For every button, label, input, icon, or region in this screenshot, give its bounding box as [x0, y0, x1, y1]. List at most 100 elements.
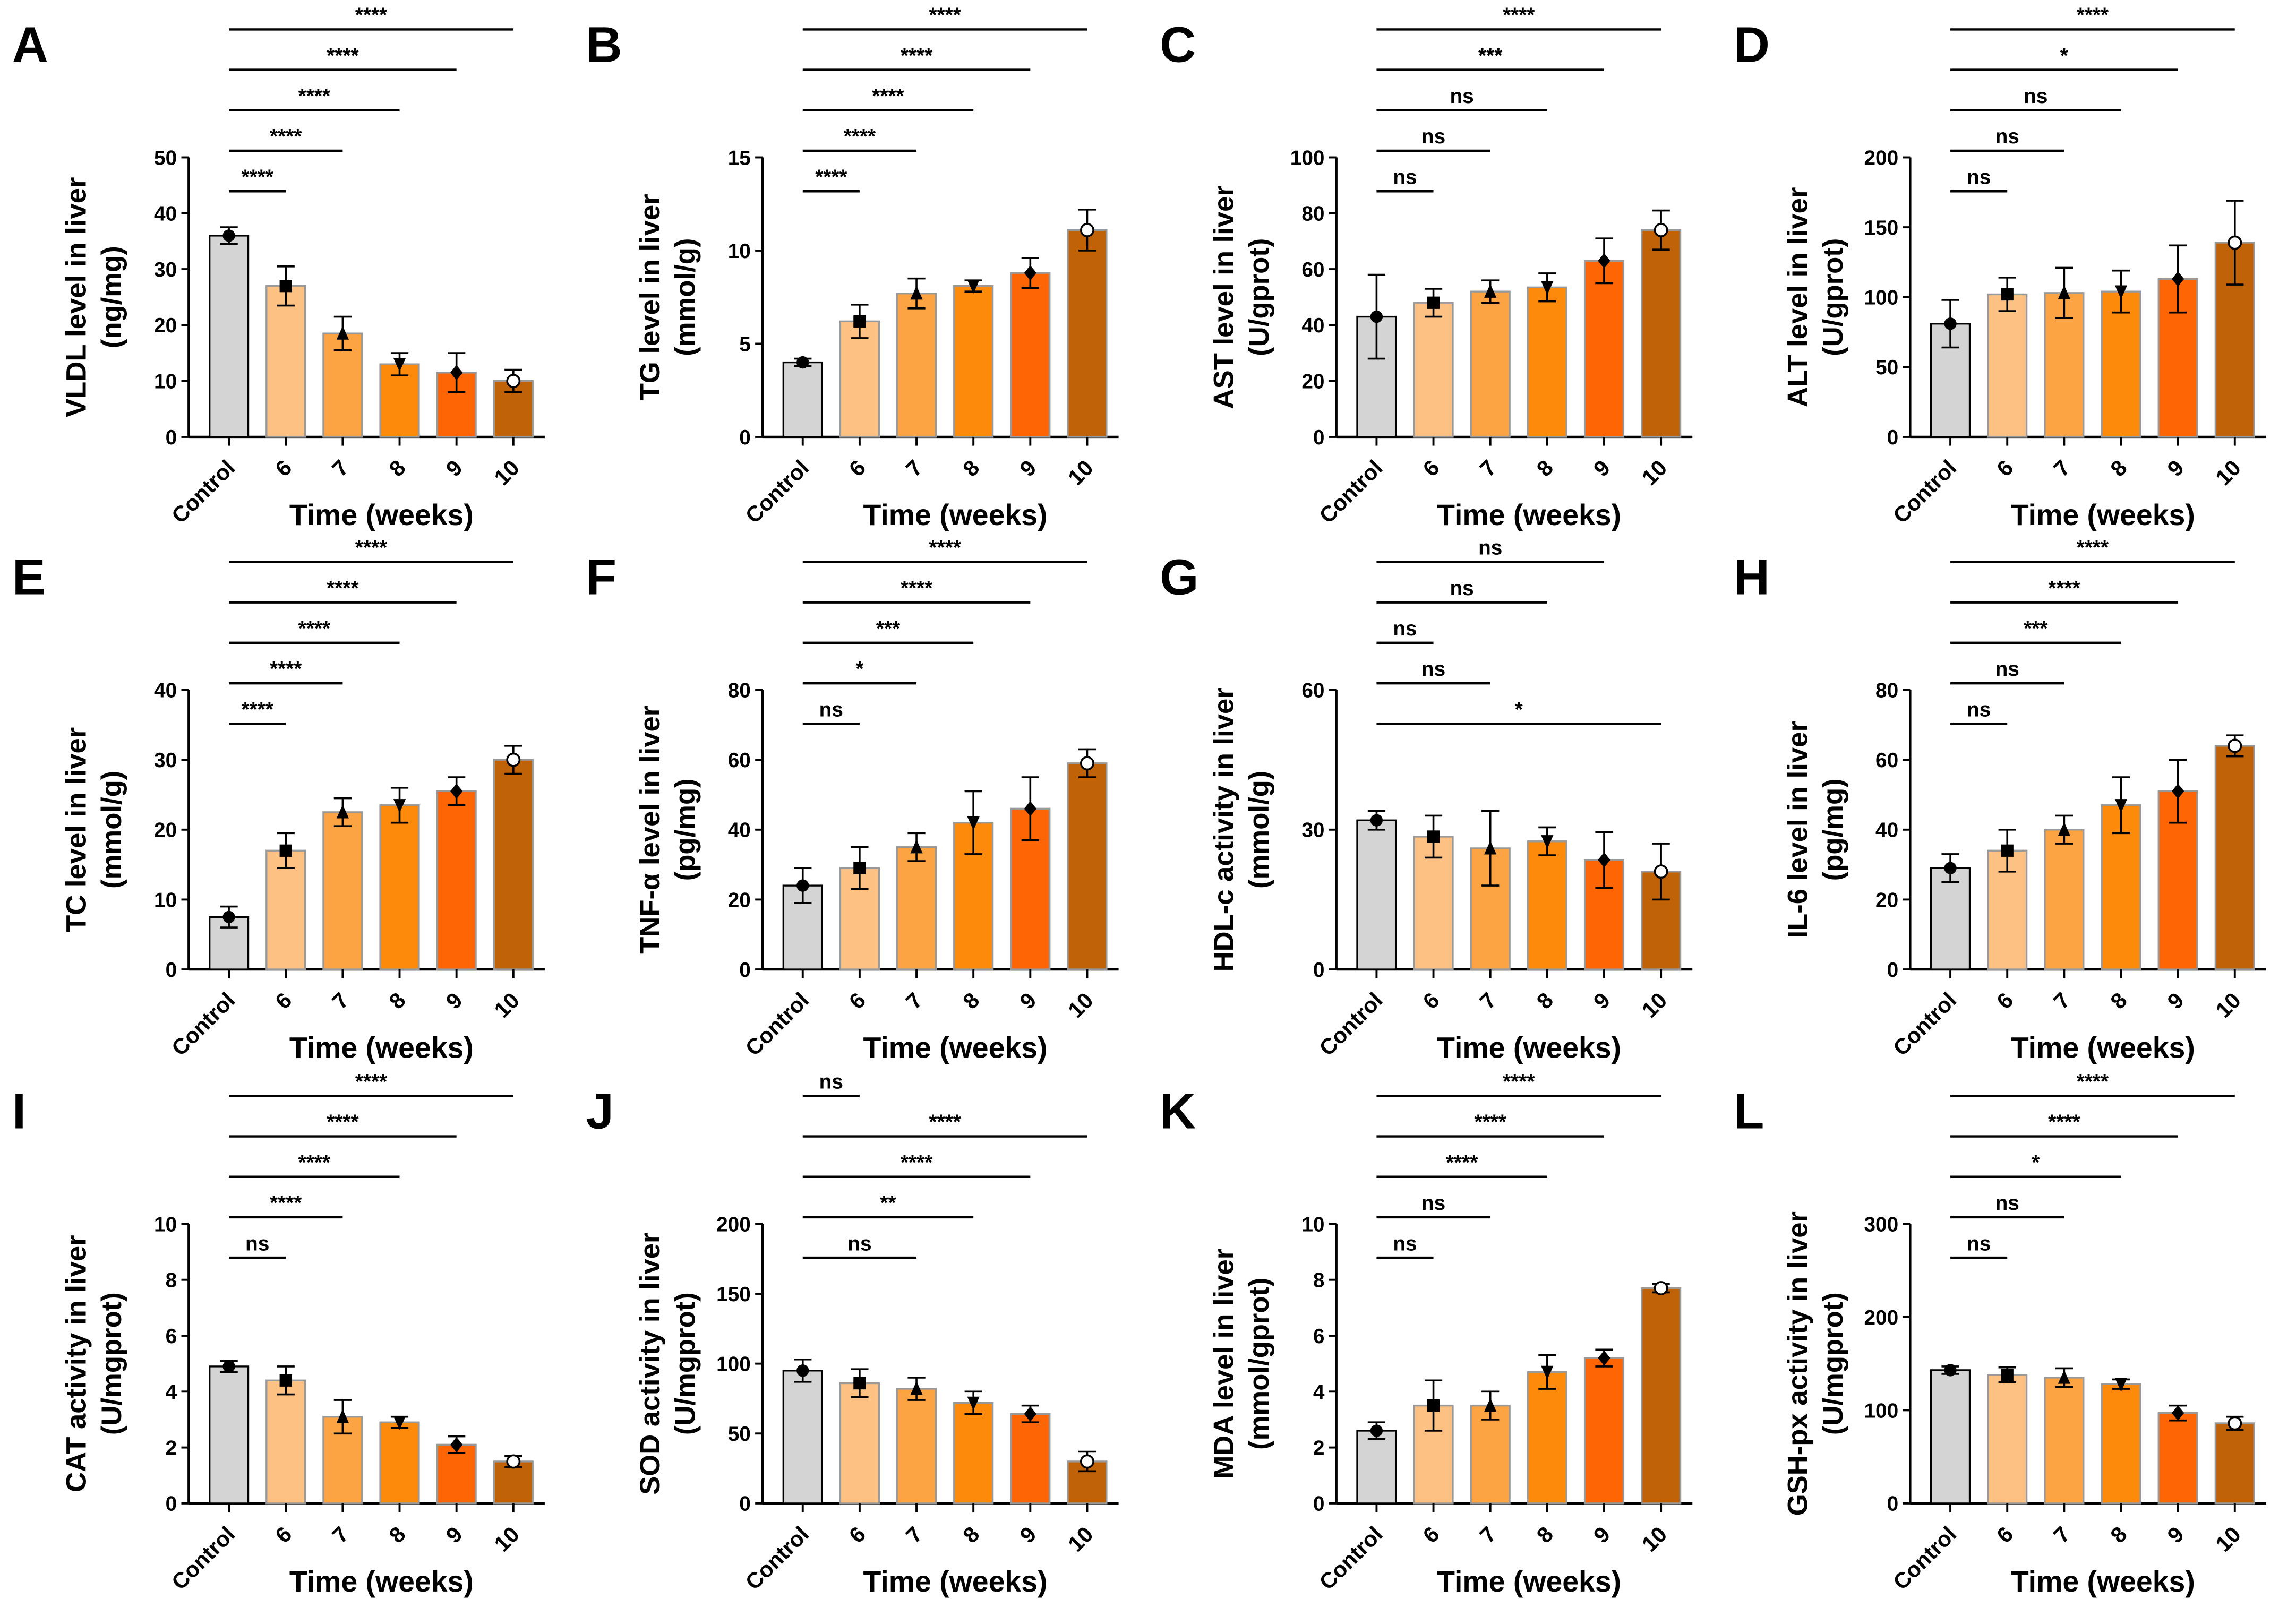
significance-label: **** [929, 1111, 961, 1134]
significance-label: ns [1450, 85, 1473, 108]
mean-marker [2228, 738, 2242, 753]
panel-f: F TNF-α level in liver (pg/mg) 0 20 40 60 80 Con… [586, 537, 1119, 1064]
panel-letter: G [1160, 549, 1198, 605]
y-axis-label-line1: IL-6 level in liver [1782, 721, 1813, 939]
x-tick-label: 7 [1475, 1521, 1501, 1548]
x-tick-label: 6 [1992, 1521, 2018, 1548]
y-tick-label: 6 [166, 1325, 177, 1348]
significance-label: **** [2077, 4, 2109, 27]
x-tick-label: 7 [2049, 455, 2075, 482]
bar-10 [1067, 762, 1108, 970]
mean-marker [853, 862, 866, 874]
y-tick-label: 20 [1301, 371, 1324, 393]
y-tick-label: 20 [154, 314, 177, 337]
mean-marker [1080, 222, 1094, 237]
y-axis-label-line2: (U/gprot) [1818, 238, 1849, 356]
y-axis-label: SOD activity in liver (U/mgprot) [635, 1233, 701, 1495]
y-tick-label: 100 [1864, 287, 1898, 310]
y-tick-label: 0 [739, 959, 751, 982]
mean-marker [910, 839, 923, 854]
significance-label: **** [815, 166, 847, 188]
x-tick-label: 9 [1589, 455, 1615, 482]
x-tick-label: 7 [901, 455, 928, 482]
y-axis-label: TG level in liver (mmol/g) [635, 194, 701, 400]
x-tick-label: 10 [489, 987, 524, 1022]
bar-control [1930, 867, 1971, 970]
y-axis-label-line1: ALT level in liver [1782, 187, 1813, 407]
y-tick-label: 6 [1313, 1325, 1325, 1348]
significance-label: ns [1393, 1232, 1417, 1255]
mean-marker [910, 1381, 923, 1395]
mean-marker [1080, 756, 1094, 771]
mean-marker [1944, 1364, 1957, 1377]
significance-label: **** [327, 577, 359, 600]
bar-6 [839, 1382, 880, 1505]
y-tick-label: 0 [1313, 959, 1325, 982]
mean-marker [1654, 222, 1668, 237]
mean-marker [506, 1454, 521, 1469]
y-tick-label: 30 [1301, 819, 1324, 842]
mean-marker [796, 1364, 809, 1377]
panel-letter: K [1160, 1083, 1196, 1139]
bar-8 [379, 804, 420, 970]
y-axis-label-line2: (pg/mg) [670, 778, 701, 881]
mean-marker [336, 1409, 349, 1423]
y-tick-label: 150 [716, 1283, 751, 1306]
y-tick-label: 8 [1313, 1269, 1325, 1292]
x-tick-label: 8 [2105, 455, 2132, 482]
y-axis-label-line1: HDL-c activity in liver [1209, 687, 1240, 972]
y-tick-label: 200 [716, 1213, 751, 1236]
mean-marker [2058, 285, 2071, 299]
mean-marker [2172, 1405, 2184, 1421]
panel-j: J SOD activity in liver (U/mgprot) 0 50 100 15… [586, 1070, 1119, 1598]
x-tick-label: Control [740, 987, 813, 1061]
significance-label: ns [1967, 166, 1991, 188]
mean-marker [910, 286, 923, 300]
mean-marker [336, 804, 349, 819]
panel-k: K MDA level in liver (mmol/gprot) 0 2 4 6 8 10 Co… [1160, 1070, 1693, 1598]
x-tick-label: 8 [384, 455, 410, 482]
x-tick-label: 9 [2162, 1521, 2189, 1548]
panel-e: E TC level in liver (mmol/g) 0 10 20 30 40 Contr… [12, 537, 545, 1064]
y-axis-label-line1: CAT activity in liver [61, 1235, 92, 1492]
x-tick-label: 10 [489, 1521, 524, 1557]
significance-label: **** [270, 1192, 302, 1215]
mean-marker [796, 356, 809, 369]
x-tick-label: 8 [1531, 1521, 1558, 1548]
mean-marker [1427, 830, 1440, 843]
y-axis-label-line1: MDA level in liver [1209, 1249, 1240, 1479]
mean-marker [1427, 1399, 1440, 1412]
y-tick-label: 40 [1301, 314, 1324, 337]
significance-label: ns [1393, 617, 1417, 640]
x-axis-label: Time (weeks) [289, 498, 474, 531]
significance-label: ns [1421, 1192, 1445, 1215]
bar-6 [1987, 1374, 2028, 1505]
y-tick-label: 10 [154, 889, 177, 912]
significance-label: **** [270, 125, 302, 148]
y-axis-label-line1: VLDL level in liver [61, 177, 92, 417]
x-tick-label: 9 [1015, 1521, 1041, 1548]
mean-marker [450, 365, 463, 381]
x-tick-label: 7 [327, 455, 354, 482]
x-axis-label: Time (weeks) [2011, 498, 2195, 531]
mean-marker [2058, 822, 2071, 836]
y-axis-label: GSH-px activity in liver (U/mgprot) [1782, 1211, 1849, 1516]
panel-letter: B [586, 16, 622, 72]
x-tick-label: 10 [1637, 987, 1672, 1022]
y-tick-label: 40 [1875, 819, 1898, 842]
y-tick-label: 20 [154, 819, 177, 842]
y-axis-label: TC level in liver (mmol/g) [61, 727, 127, 932]
significance-label: ns [1995, 658, 2019, 681]
significance-label: **** [241, 698, 273, 721]
mean-marker [2114, 1378, 2128, 1392]
mean-marker [2228, 1416, 2242, 1431]
panel-h: H IL-6 level in liver (pg/mg) 0 20 40 60 80 Cont… [1734, 537, 2266, 1064]
y-tick-label: 10 [154, 371, 177, 393]
y-axis-label-line1: TG level in liver [635, 194, 666, 400]
y-tick-label: 150 [1864, 217, 1898, 239]
significance-label: * [2060, 45, 2069, 67]
y-axis-label-line1: AST level in liver [1209, 185, 1240, 409]
mean-marker [967, 816, 980, 831]
bar-7 [896, 846, 937, 970]
